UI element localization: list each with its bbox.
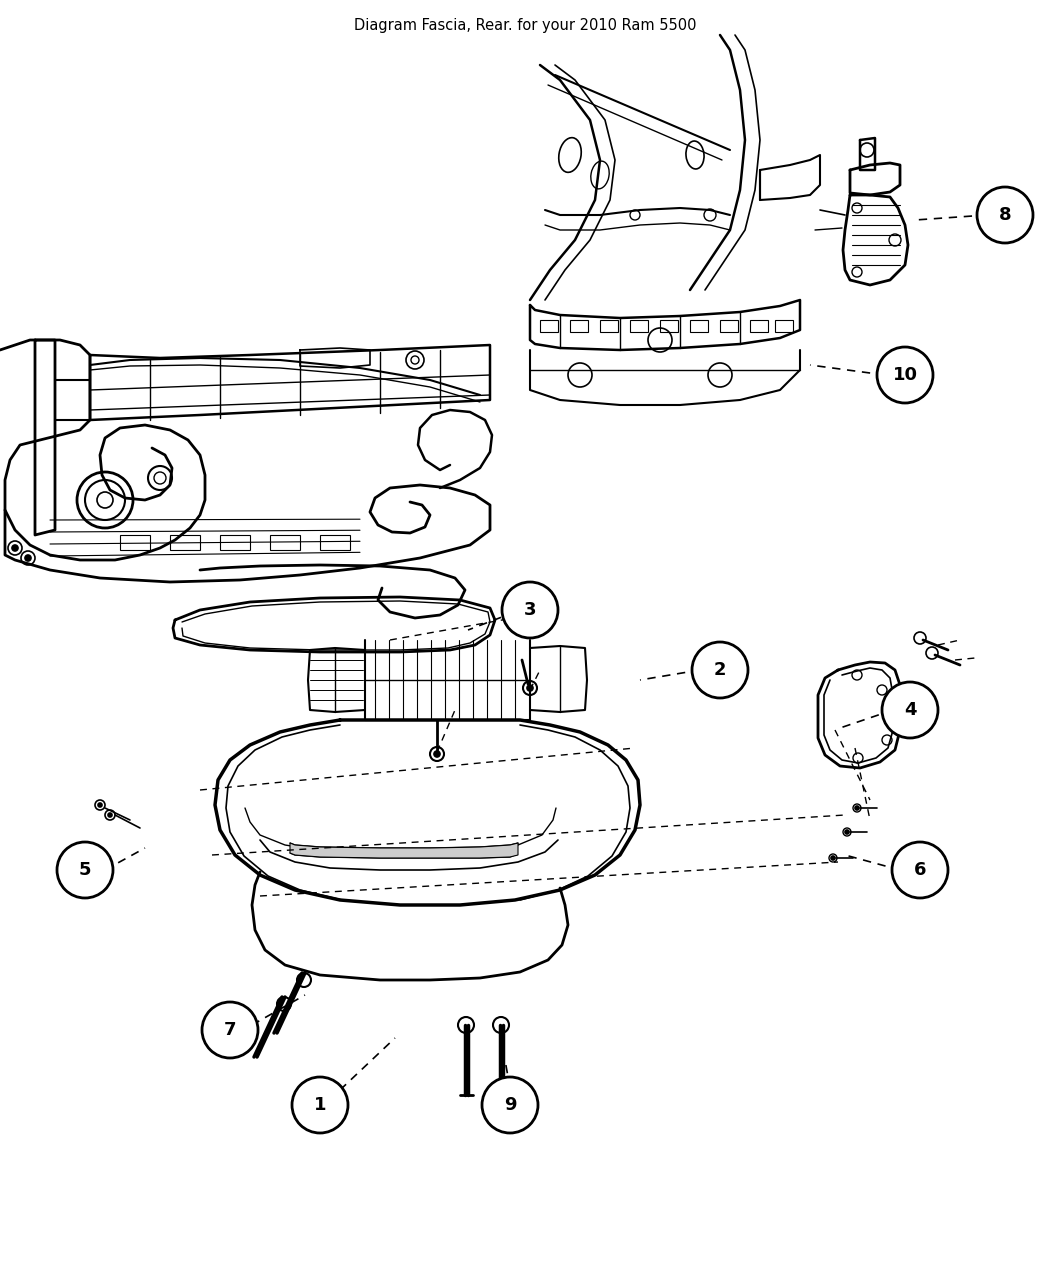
Text: 9: 9 [504,1096,517,1114]
Bar [630,320,648,332]
Bar [120,536,150,550]
Bar [690,320,708,332]
Circle shape [845,830,849,834]
Text: 2: 2 [714,660,727,680]
Bar [320,536,350,550]
Text: 10: 10 [892,366,918,384]
Circle shape [502,581,558,638]
Circle shape [877,347,933,403]
Text: 8: 8 [999,207,1011,224]
Circle shape [882,682,938,738]
Polygon shape [290,843,518,858]
Circle shape [108,813,112,817]
Circle shape [434,751,440,757]
Bar [775,320,793,332]
Circle shape [482,1077,538,1133]
Text: 5: 5 [79,861,91,878]
Bar [600,320,618,332]
Text: 6: 6 [914,861,926,878]
Bar [720,320,738,332]
Circle shape [976,187,1033,244]
Bar [750,320,768,332]
Circle shape [202,1002,258,1058]
Circle shape [25,555,31,561]
Circle shape [692,643,748,697]
Bar [570,320,588,332]
Circle shape [98,803,102,807]
Text: 4: 4 [904,701,917,719]
Bar [660,320,678,332]
Bar [270,536,300,550]
Circle shape [892,842,948,898]
Text: 1: 1 [314,1096,327,1114]
Text: 7: 7 [224,1021,236,1039]
Circle shape [57,842,113,898]
Text: 3: 3 [524,601,537,618]
Bar [220,536,250,550]
Circle shape [12,544,18,551]
Circle shape [292,1077,348,1133]
Circle shape [527,685,533,691]
Circle shape [855,806,859,810]
Circle shape [831,856,835,861]
Bar [170,536,200,550]
Text: Diagram Fascia, Rear. for your 2010 Ram 5500: Diagram Fascia, Rear. for your 2010 Ram … [354,18,696,33]
Bar [540,320,558,332]
